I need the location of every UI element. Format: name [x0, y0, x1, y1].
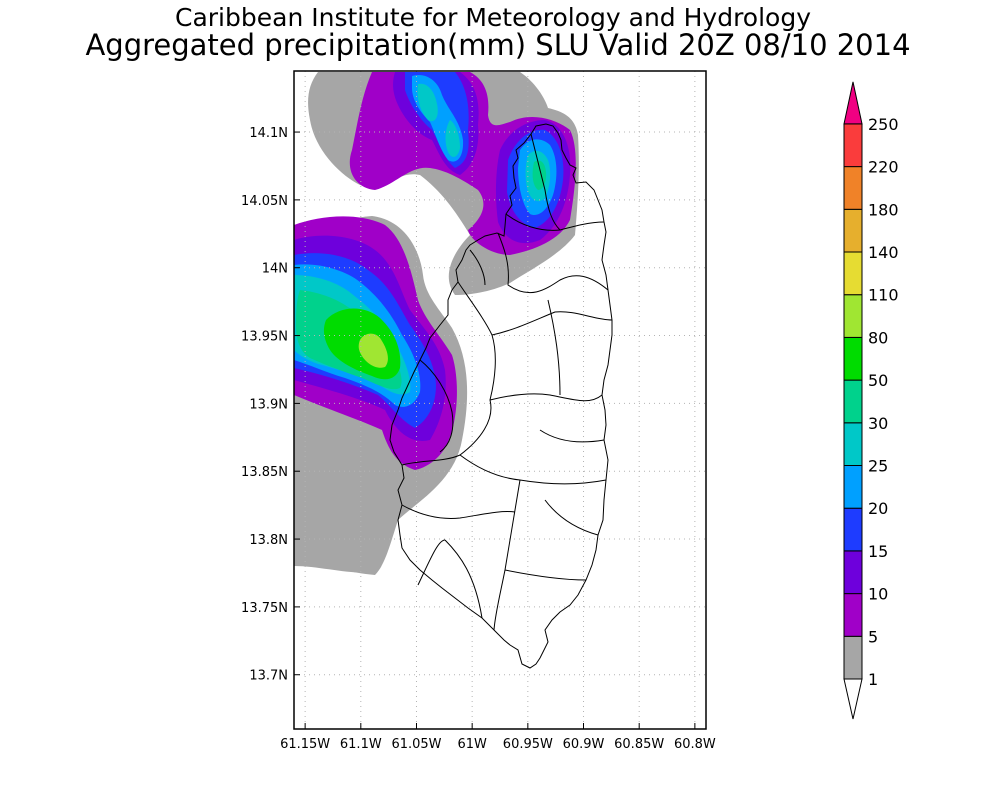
map-plot-area — [294, 71, 706, 729]
lat-tick-label: 13.7N — [249, 669, 288, 684]
lat-tick-label: 13.95N — [241, 330, 288, 345]
colorbar-label: 25 — [868, 457, 888, 476]
colorbar-upper-triangle — [843, 81, 863, 125]
district-boundary — [489, 393, 603, 402]
lon-tick-label: 61W — [457, 737, 487, 752]
district-boundary — [497, 232, 609, 294]
precip-band-80mm — [358, 333, 388, 368]
map-frame — [293, 70, 707, 730]
district-boundary — [539, 429, 605, 443]
map-axes: 61.15W 61.1W 61.05W 61W 60.95W 60.9W 60.85W 60.… — [241, 126, 716, 752]
map-grid — [294, 71, 706, 729]
lat-tick-label: 14.1N — [249, 126, 288, 141]
district-boundary — [491, 311, 613, 336]
colorbar-label: 5 — [868, 627, 878, 646]
colorbar-label: 180 — [868, 200, 899, 219]
district-boundary — [401, 504, 516, 519]
lon-tick-label: 61.15W — [280, 737, 330, 752]
lon-tick-label: 61.1W — [340, 737, 382, 752]
colorbar-segment — [843, 251, 863, 296]
colorbar-segment — [843, 422, 863, 466]
district-boundary — [530, 133, 561, 231]
district-boundary — [444, 539, 483, 619]
lon-tick-label: 60.8W — [674, 737, 716, 752]
lon-tick-label: 60.85W — [614, 737, 664, 752]
colorbar-segment — [843, 379, 863, 424]
lon-tick-label: 60.9W — [563, 737, 605, 752]
district-boundary — [504, 569, 587, 581]
lat-tick-label: 13.8N — [249, 533, 288, 548]
lat-tick-label: 13.9N — [249, 397, 288, 412]
colorbar-label: 20 — [868, 499, 888, 518]
district-boundary — [547, 299, 561, 396]
colorbar-segment — [843, 294, 863, 338]
colorbar-segment — [843, 208, 863, 253]
lat-tick-label: 13.75N — [241, 601, 288, 616]
institute-title: Caribbean Institute for Meteorology and … — [175, 3, 811, 32]
district-boundary — [493, 479, 521, 631]
lat-tick-label: 14.05N — [241, 194, 288, 209]
colorbar-lower-triangle — [843, 678, 863, 720]
colorbar-segment — [843, 635, 863, 680]
colorbar-label: 50 — [868, 371, 888, 390]
lon-tick-label: 61.05W — [391, 737, 441, 752]
colorbar-label: 1 — [868, 670, 878, 689]
district-boundary — [419, 359, 454, 453]
colorbar-label: 80 — [868, 328, 888, 347]
colorbar-segment — [843, 336, 863, 381]
colorbar-segment — [843, 123, 863, 168]
colorbar-label: 10 — [868, 585, 888, 604]
colorbar-segment — [843, 465, 863, 509]
lat-tick-label: 14N — [262, 262, 288, 277]
product-title: Aggregated precipitation(mm) SLU Valid 2… — [85, 28, 911, 62]
lon-tick-label: 60.95W — [503, 737, 553, 752]
colorbar-segment — [843, 507, 863, 552]
colorbar-segment — [843, 166, 863, 210]
colorbar-segment — [843, 550, 863, 595]
colorbar-label: 30 — [868, 414, 888, 433]
colorbar-label: 15 — [868, 542, 888, 561]
colorbar-label: 250 — [868, 115, 899, 134]
lat-tick-label: 13.85N — [241, 465, 288, 480]
colorbar-label: 220 — [868, 158, 899, 177]
district-boundary — [544, 499, 599, 536]
colorbar-segment — [843, 593, 863, 637]
district-boundary — [417, 539, 446, 586]
saint-lucia-island — [389, 123, 613, 669]
district-boundary — [459, 454, 607, 485]
colorbar-label: 110 — [868, 286, 899, 305]
district-boundary — [469, 249, 486, 286]
colorbar-label: 140 — [868, 243, 899, 262]
